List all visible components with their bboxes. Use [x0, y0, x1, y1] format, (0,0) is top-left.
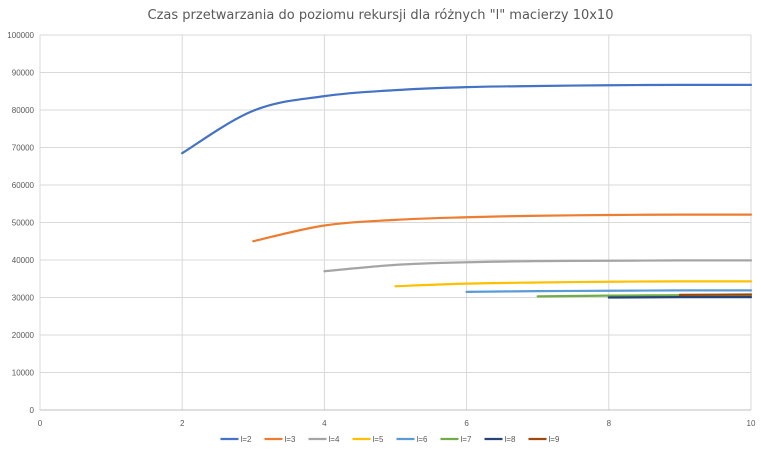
y-tick-label: 20000 [12, 331, 35, 340]
series-layer [181, 83, 753, 299]
series-line-l4 [323, 259, 753, 273]
y-tick-label: 50000 [12, 219, 35, 228]
legend-item: l=8 [484, 435, 516, 444]
series-line-l2 [181, 83, 753, 155]
legend-label: l=7 [461, 435, 472, 444]
y-tick-label: 90000 [12, 69, 35, 78]
legend-item: l=3 [264, 435, 296, 444]
x-tick-label: 6 [464, 419, 469, 428]
y-tick-label: 10000 [12, 369, 35, 378]
y-tick-label: 40000 [12, 256, 35, 265]
y-tick-label: 60000 [12, 181, 35, 190]
y-tick-label: 100000 [7, 31, 34, 40]
x-tick-label: 8 [607, 419, 612, 428]
legend-item: l=6 [396, 435, 428, 444]
legend: l=2 l=3 l=4 l=5 l=6 l=7 l=8 l=9 [220, 435, 560, 444]
legend-label: l=8 [505, 435, 516, 444]
legend-label: l=2 [241, 435, 252, 444]
y-tick-label: 80000 [12, 106, 35, 115]
x-tick-label: 4 [322, 419, 327, 428]
legend-item: l=2 [220, 435, 252, 444]
y-tick-label: 30000 [12, 294, 35, 303]
x-tick-label: 10 [747, 419, 756, 428]
series-line-l5 [394, 280, 753, 288]
legend-label: l=9 [549, 435, 560, 444]
legend-item: l=5 [352, 435, 384, 444]
legend-label: l=5 [373, 435, 384, 444]
legend-item: l=4 [308, 435, 340, 444]
x-tick-label: 2 [180, 419, 185, 428]
legend-label: l=3 [285, 435, 296, 444]
chart-title: Czas przetwarzania do poziomu rekursji d… [147, 8, 614, 23]
series-line-l6 [465, 289, 753, 293]
legend-item: l=9 [528, 435, 560, 444]
x-tick-label: 0 [38, 419, 43, 428]
y-tick-label: 70000 [12, 144, 35, 153]
legend-label: l=4 [329, 435, 340, 444]
legend-label: l=6 [417, 435, 428, 444]
series-line-l3 [252, 213, 753, 243]
legend-item: l=7 [440, 435, 472, 444]
grid-layer [40, 34, 752, 410]
axis-layer: 0 10000 20000 30000 40000 50000 60000 70000 8000… [7, 31, 756, 428]
y-tick-label: 0 [30, 406, 35, 415]
